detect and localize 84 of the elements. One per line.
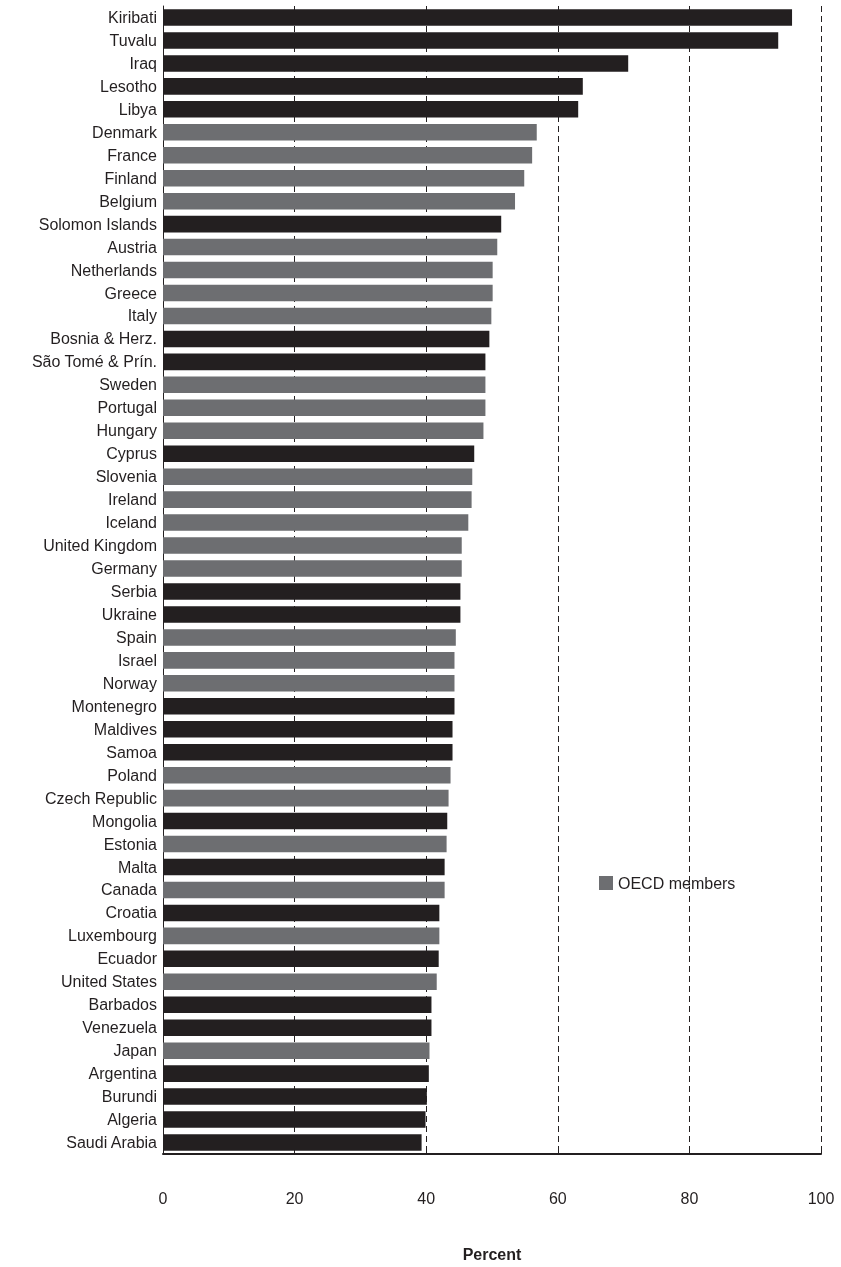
y-tick-label: Norway bbox=[102, 674, 157, 692]
y-tick-label: Germany bbox=[91, 560, 157, 578]
bar bbox=[163, 927, 440, 945]
y-tick-label: Croatia bbox=[105, 904, 158, 922]
bar bbox=[163, 238, 498, 256]
x-tick-label: 40 bbox=[417, 1189, 436, 1207]
y-tick-label: Ecuador bbox=[97, 950, 158, 968]
y-tick-label: Belgium bbox=[99, 192, 157, 210]
y-tick-label: São Tomé & Prín. bbox=[31, 353, 157, 371]
bar bbox=[163, 675, 455, 692]
y-tick-label: Spain bbox=[116, 628, 157, 646]
y-tick-label: Japan bbox=[113, 1042, 157, 1060]
y-tick-label: Denmark bbox=[92, 123, 158, 141]
bar bbox=[163, 537, 462, 554]
bar bbox=[163, 307, 492, 325]
bar bbox=[163, 399, 486, 417]
bar bbox=[163, 1042, 430, 1059]
bar bbox=[163, 652, 455, 669]
x-tick-label: 20 bbox=[285, 1189, 304, 1207]
y-tick-label: Poland bbox=[107, 766, 157, 784]
y-tick-label: France bbox=[107, 146, 158, 164]
y-tick-label: Czech Republic bbox=[44, 789, 157, 807]
y-tick-label: Montenegro bbox=[71, 697, 158, 715]
bar bbox=[163, 192, 516, 210]
y-tick-label: Ireland bbox=[108, 491, 157, 509]
y-tick-label: Algeria bbox=[107, 1111, 158, 1129]
y-tick-label: Lesotho bbox=[100, 77, 158, 95]
y-tick-label: Canada bbox=[100, 881, 158, 899]
y-tick-label: Ukraine bbox=[101, 605, 158, 623]
y-tick-label: Sweden bbox=[99, 376, 157, 394]
bar bbox=[163, 146, 533, 164]
y-tick-label: Mongolia bbox=[92, 812, 158, 830]
bar bbox=[163, 261, 493, 279]
y-tick-label: Austria bbox=[107, 238, 158, 256]
y-tick-label: Portugal bbox=[97, 399, 157, 417]
x-tick-label: 80 bbox=[680, 1189, 699, 1207]
y-tick-label: Luxembourg bbox=[68, 927, 157, 945]
y-tick-label: Samoa bbox=[106, 743, 158, 761]
y-tick-label: Malta bbox=[117, 858, 158, 876]
x-tick-label: 60 bbox=[548, 1189, 567, 1207]
bar bbox=[163, 169, 525, 187]
y-tick-label: Cyprus bbox=[106, 445, 157, 463]
y-tick-label: Greece bbox=[104, 284, 158, 302]
bar bbox=[163, 284, 493, 302]
x-axis-title: Percent bbox=[462, 1245, 523, 1263]
y-tick-label: Estonia bbox=[103, 835, 158, 853]
y-tick-label: Argentina bbox=[88, 1065, 158, 1083]
bar bbox=[163, 766, 451, 784]
bar bbox=[163, 835, 447, 853]
bar bbox=[163, 514, 469, 531]
y-tick-label: Burundi bbox=[101, 1088, 157, 1106]
y-tick-label: Tuvalu bbox=[109, 31, 157, 49]
y-tick-label: Iraq bbox=[129, 54, 157, 72]
legend-label: OECD members bbox=[618, 874, 736, 892]
y-tick-label: Israel bbox=[117, 651, 157, 669]
x-tick-label: 0 bbox=[158, 1189, 168, 1207]
bar bbox=[163, 881, 445, 899]
x-tick-label: 100 bbox=[807, 1189, 835, 1207]
y-tick-label: United States bbox=[60, 973, 157, 991]
bar bbox=[163, 560, 462, 577]
y-tick-label: Barbados bbox=[88, 996, 157, 1014]
bar bbox=[163, 468, 473, 485]
y-tick-label: Libya bbox=[118, 100, 158, 118]
y-tick-label: Solomon Islands bbox=[38, 215, 157, 233]
y-tick-label: Bosnia & Herz. bbox=[50, 330, 157, 348]
bar bbox=[163, 491, 472, 508]
bar bbox=[163, 973, 437, 991]
y-tick-label: Maldives bbox=[93, 720, 157, 738]
y-tick-label: United Kingdom bbox=[43, 537, 157, 555]
bar bbox=[163, 629, 456, 646]
y-tick-label: Saudi Arabia bbox=[66, 1134, 158, 1152]
y-tick-label: Slovenia bbox=[95, 468, 158, 486]
y-tick-label: Hungary bbox=[96, 422, 157, 440]
y-tick-label: Serbia bbox=[110, 582, 158, 600]
y-tick-label: Netherlands bbox=[70, 261, 157, 279]
y-tick-label: Italy bbox=[127, 307, 157, 325]
y-tick-label: Finland bbox=[104, 169, 157, 187]
y-tick-label: Venezuela bbox=[82, 1019, 158, 1037]
bar bbox=[163, 789, 449, 807]
bar bbox=[163, 124, 537, 141]
bar bbox=[163, 376, 486, 394]
bar bbox=[163, 422, 484, 440]
y-tick-label: Iceland bbox=[105, 514, 157, 532]
y-tick-label: Kiribati bbox=[108, 8, 157, 26]
